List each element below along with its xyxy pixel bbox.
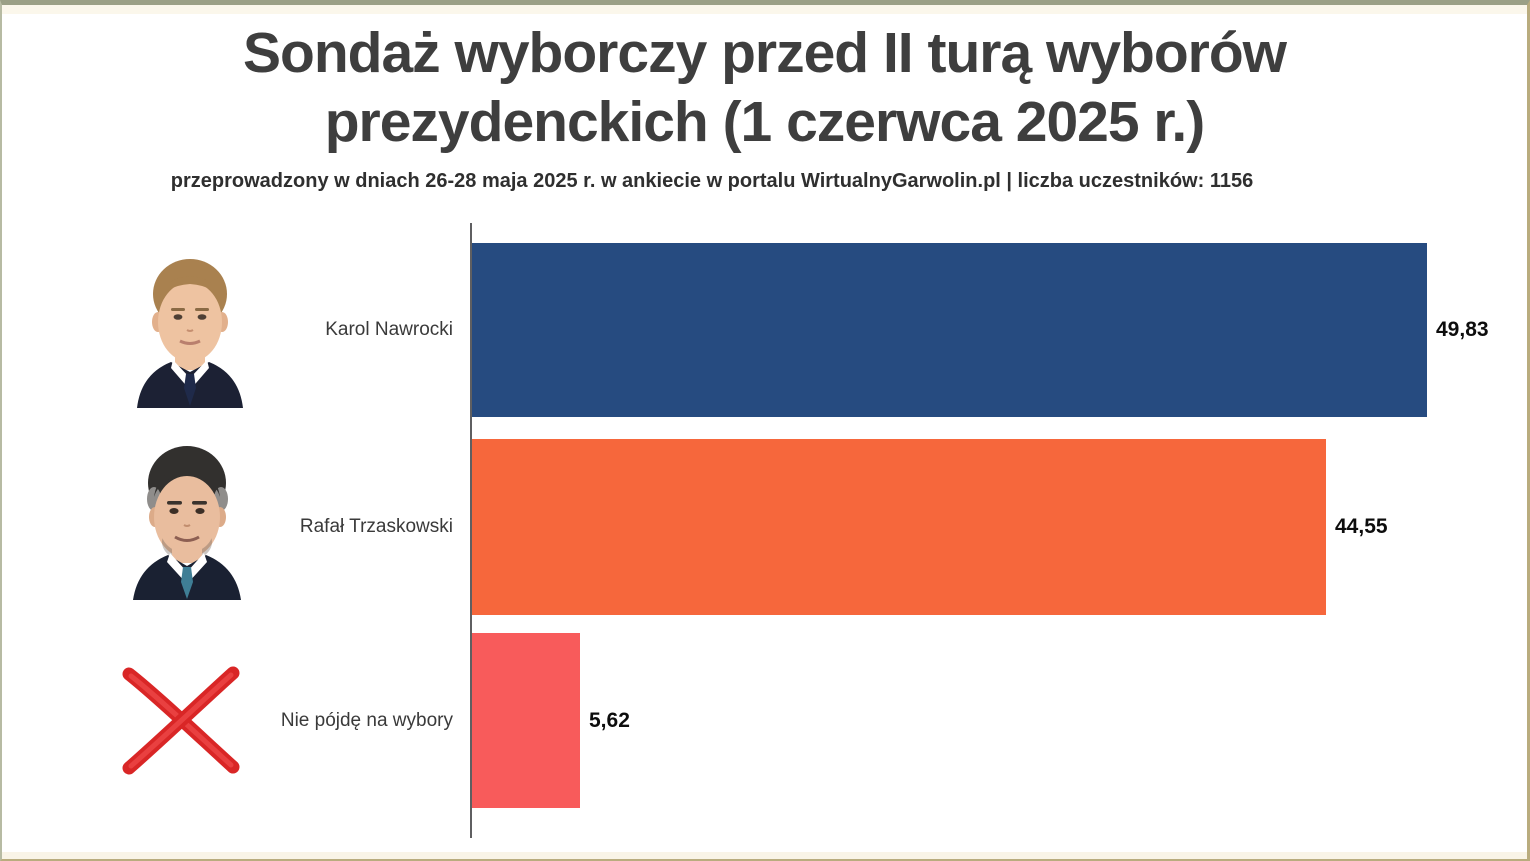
bottom-trim-band [2,852,1527,859]
poll-bar-chart: Karol Nawrocki 49,83 [2,223,1527,838]
bar-area-nawrocki: 49,83 [472,243,1527,417]
page-title: Sondaż wyborczy przed II turą wyborów pre… [2,19,1527,157]
rafal-trzaskowski-photo [130,433,245,600]
bar-area-no-vote: 5,62 [472,633,1527,808]
candidate-label-nawrocki: Karol Nawrocki [325,319,453,340]
chart-row-trzaskowski: Rafał Trzaskowski 44,55 [2,433,1527,615]
poll-subtitle: przeprowadzony w dniach 26-28 maja 2025 … [170,170,1254,192]
y-axis-line [470,223,472,838]
bar-nawrocki [472,243,1427,417]
top-trim-band [2,5,1527,14]
chart-row-no-vote: Nie pójdę na wybory 5,62 [2,633,1527,808]
karol-nawrocki-photo [135,238,245,408]
red-x-icon [117,660,245,783]
bar-value-trzaskowski: 44,55 [1335,515,1388,538]
bar-trzaskowski [472,439,1326,615]
chart-row-nawrocki: Karol Nawrocki 49,83 [2,238,1527,417]
candidate-label-trzaskowski: Rafał Trzaskowski [299,516,453,537]
bar-no-vote [472,633,580,808]
bar-area-trzaskowski: 44,55 [472,439,1527,615]
candidate-label-no-vote: Nie pójdę na wybory [280,709,453,731]
page-title-line2: prezydenckich (1 czerwca 2025 r.) [324,90,1206,154]
bar-value-no-vote: 5,62 [589,708,630,732]
page-title-line1: Sondaż wyborczy przed II turą wyborów [243,21,1287,85]
bar-value-nawrocki: 49,83 [1436,318,1489,341]
